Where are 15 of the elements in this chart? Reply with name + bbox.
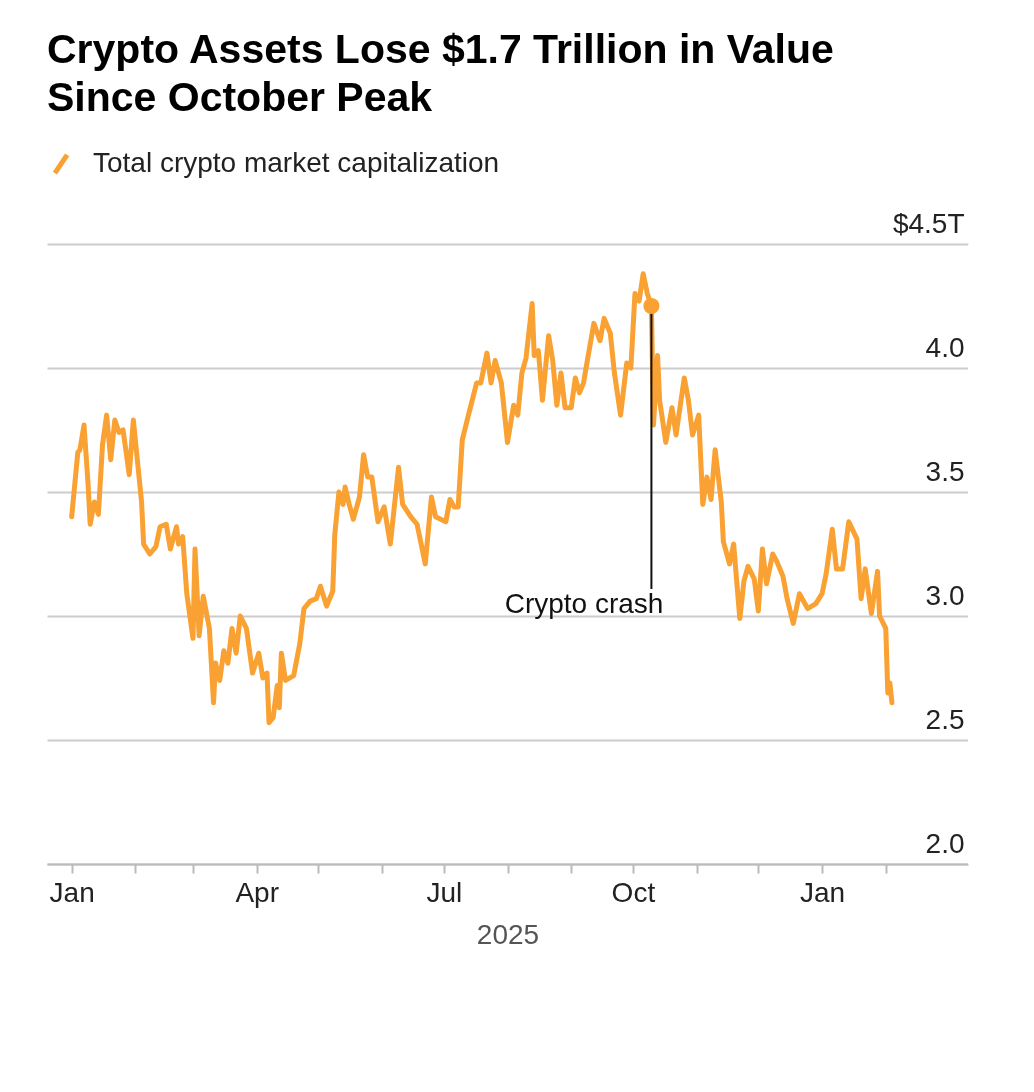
x-tick-label: Jul (426, 876, 463, 908)
x-axis-title: 2025 (476, 918, 540, 950)
y-tick-label: 2.0 (925, 827, 965, 859)
y-tick-label: 4.0 (925, 331, 965, 363)
y-tick-label: 3.0 (925, 579, 965, 611)
y-tick-label: 2.5 (925, 703, 965, 735)
y-tick-label: $4.5T (892, 207, 965, 239)
x-tick-label: Apr (235, 876, 279, 908)
x-tick-label: Oct (611, 876, 656, 908)
legend-label: Total crypto market capitalization (93, 147, 500, 178)
chart-title: Crypto Assets Lose $1.7 Trillion in Value Since October Peak (47, 26, 834, 120)
x-tick-label: Jan (49, 876, 95, 908)
x-tick-label: Jan (799, 876, 846, 908)
y-tick-label: 3.5 (925, 455, 965, 487)
annotation: Crypto crash (504, 588, 664, 620)
